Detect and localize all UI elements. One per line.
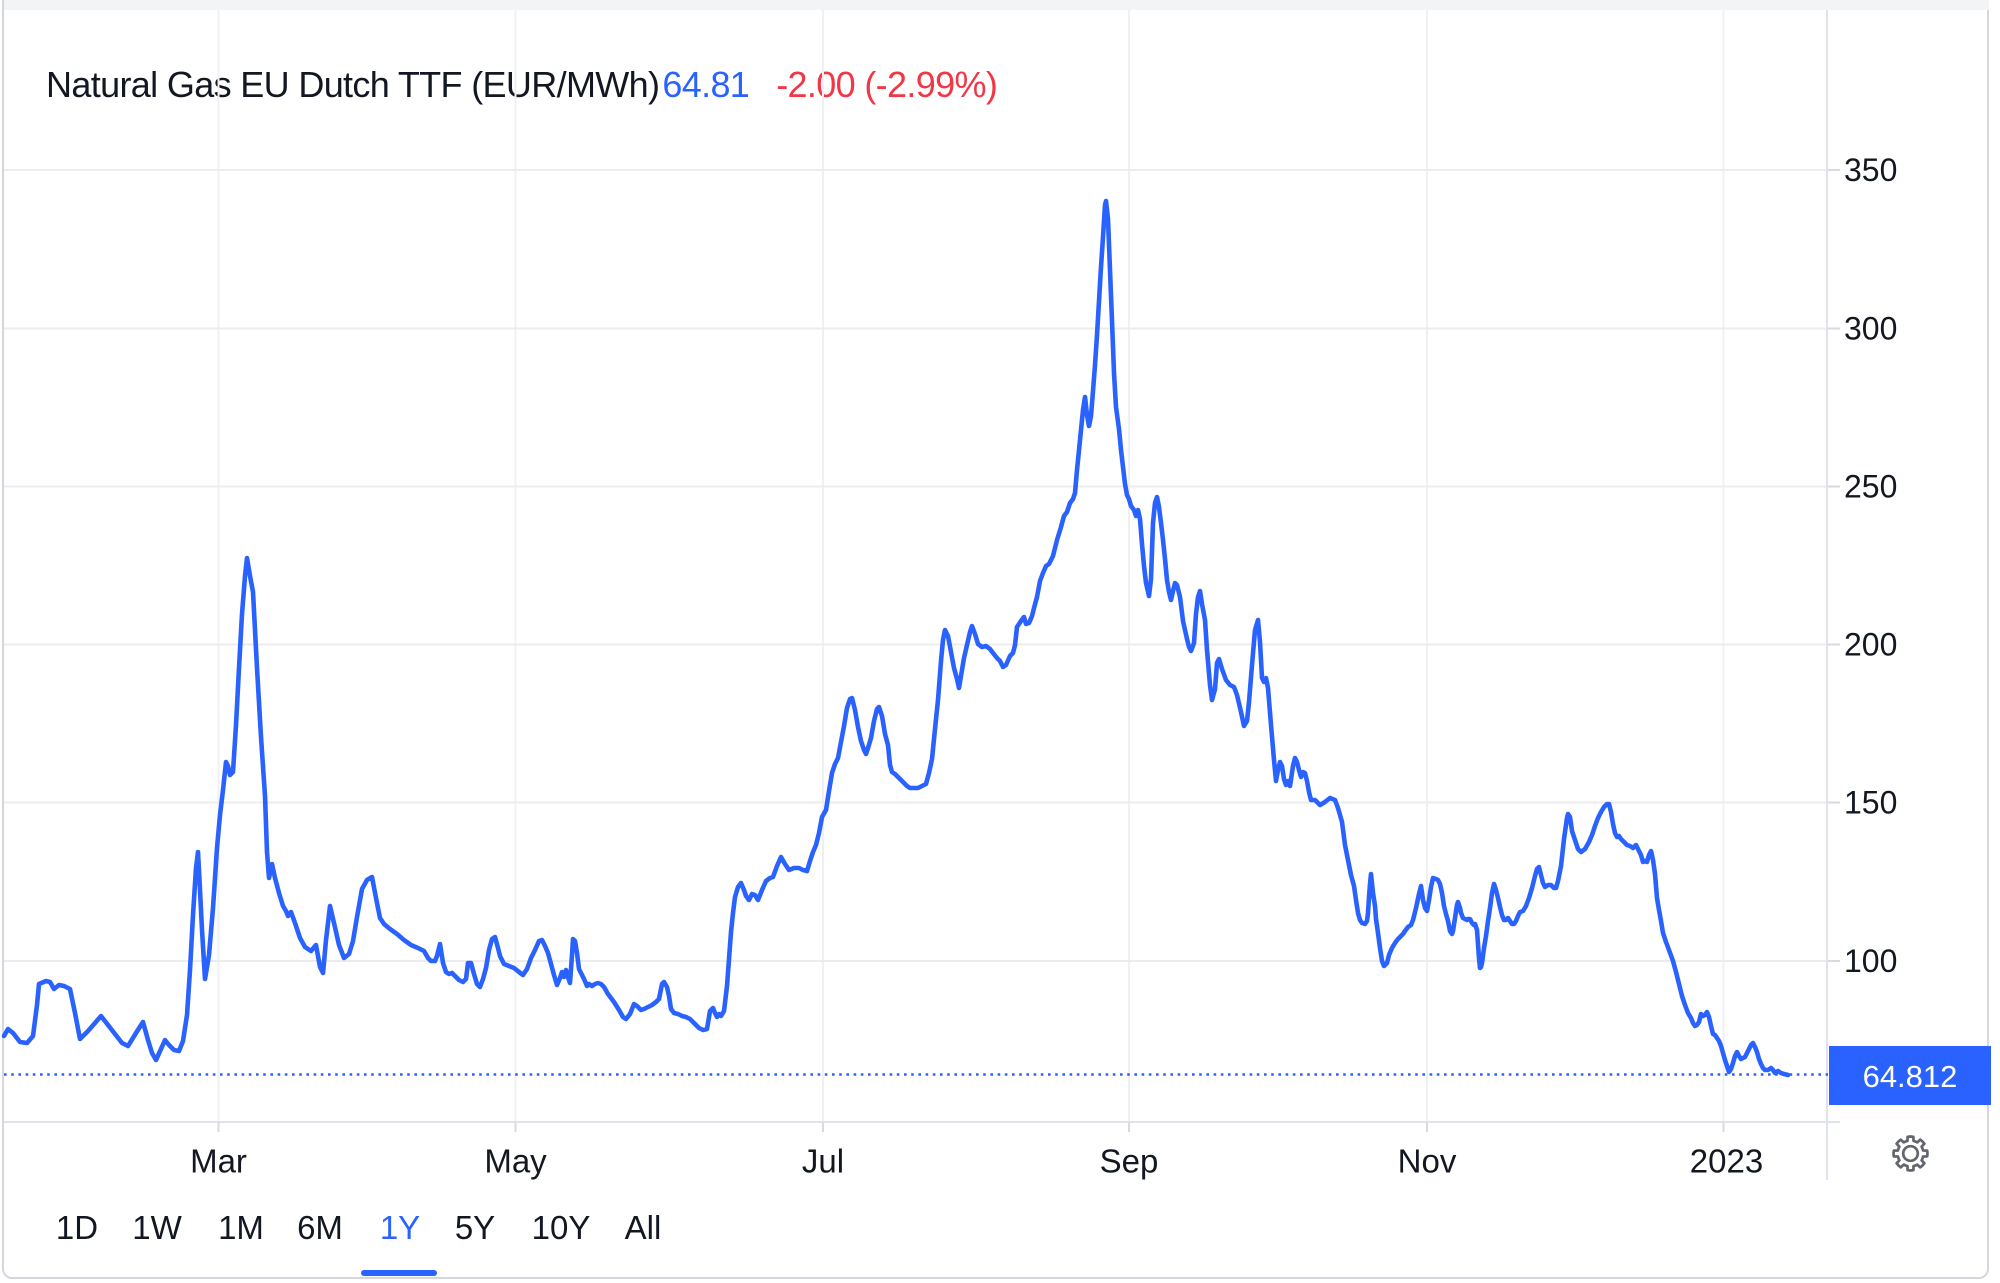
svg-text:350: 350 (1844, 152, 1897, 188)
svg-text:May: May (484, 1143, 547, 1180)
svg-text:200: 200 (1844, 627, 1897, 663)
svg-text:Mar: Mar (190, 1143, 247, 1180)
svg-text:64.812: 64.812 (1863, 1059, 1958, 1094)
svg-text:Jul: Jul (802, 1143, 844, 1180)
svg-text:Sep: Sep (1100, 1143, 1159, 1180)
svg-text:Nov: Nov (1398, 1143, 1457, 1180)
svg-text:150: 150 (1844, 785, 1897, 821)
svg-text:100: 100 (1844, 943, 1897, 979)
svg-text:2023: 2023 (1690, 1143, 1763, 1180)
svg-text:300: 300 (1844, 311, 1897, 347)
svg-text:250: 250 (1844, 469, 1897, 505)
